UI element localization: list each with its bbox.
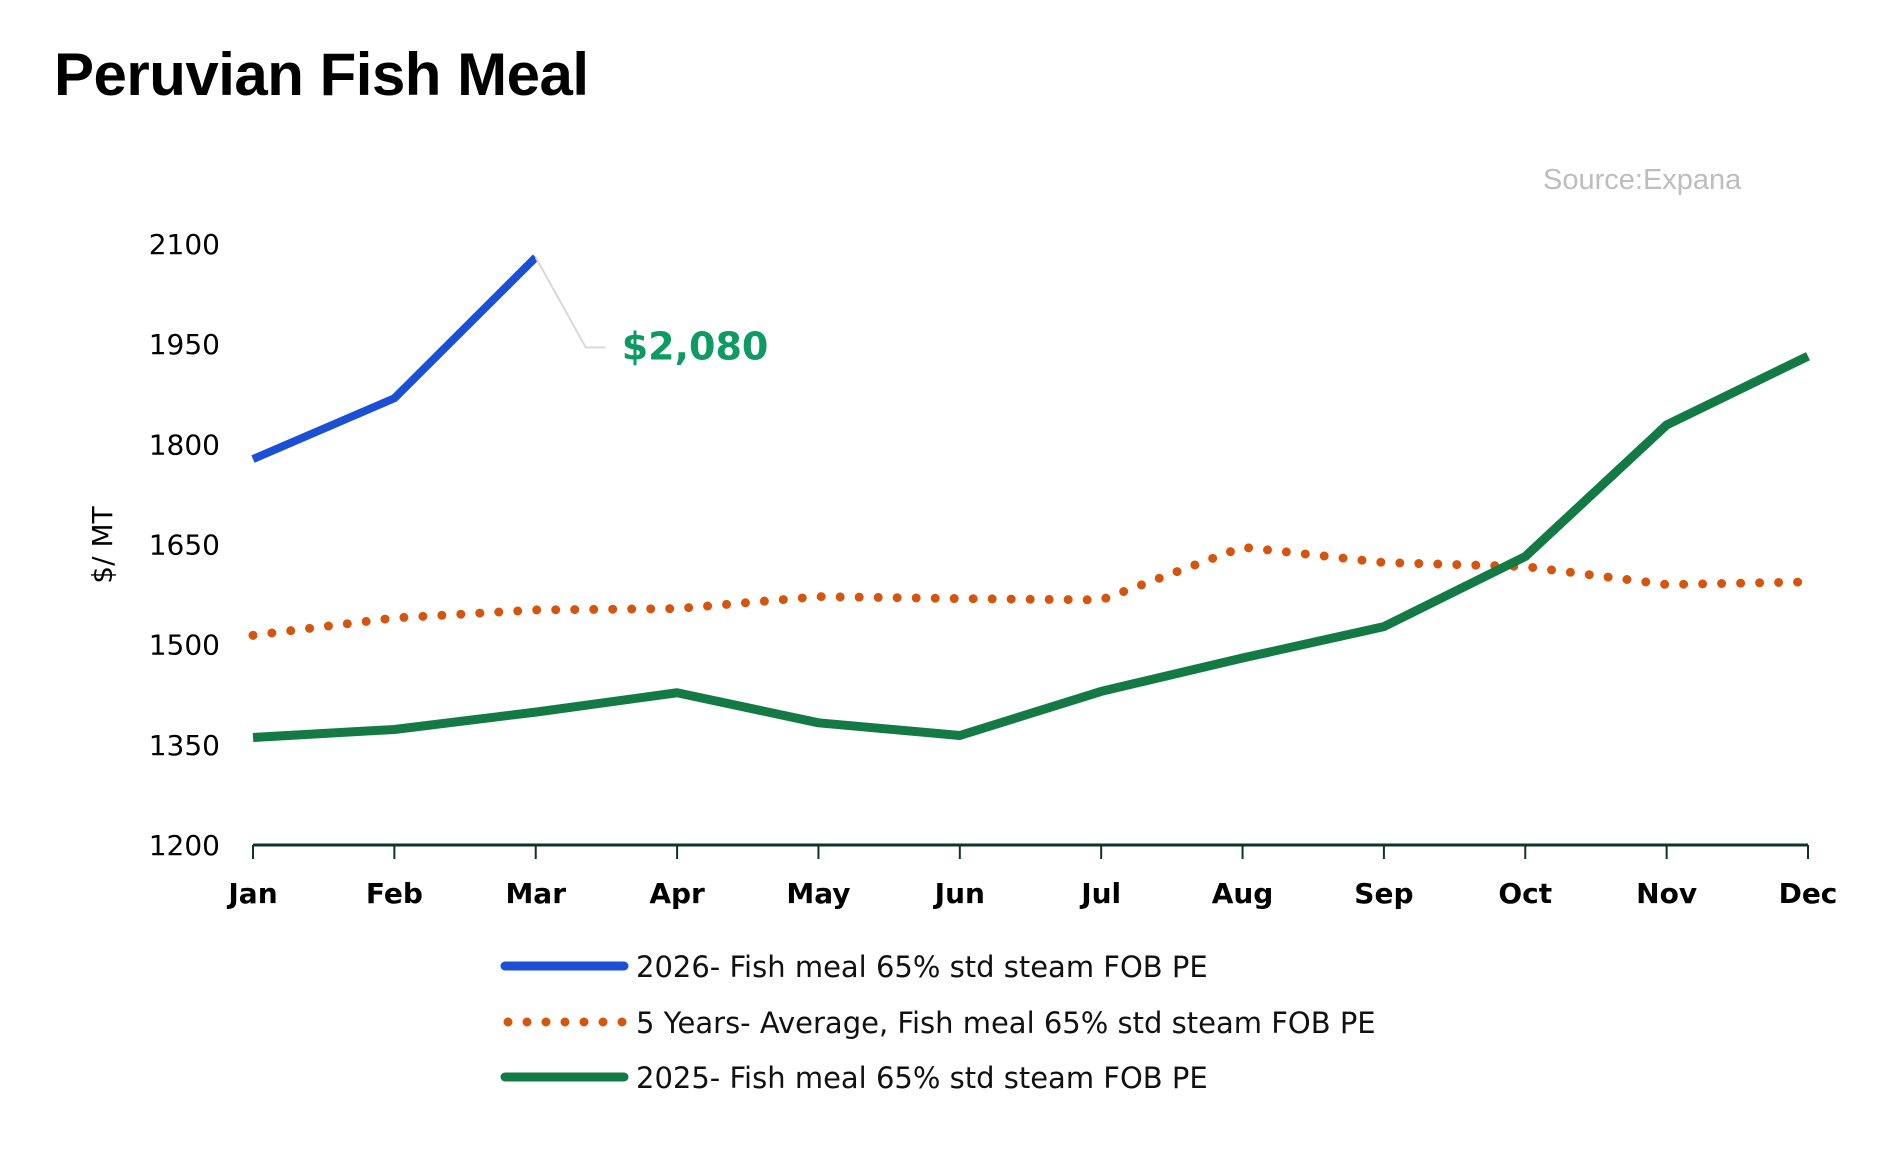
legend-label: 2026- Fish meal 65% std steam FOB PE <box>636 950 1208 984</box>
series-line-2 <box>252 352 1810 742</box>
y-tick-label: 1350 <box>149 729 220 762</box>
x-tick-label: Mar <box>505 877 566 910</box>
legend-label: 2025- Fish meal 65% std steam FOB PE <box>636 1061 1208 1095</box>
y-axis-label: $/ MT <box>86 505 119 583</box>
x-tick-label: Jul <box>1079 877 1121 910</box>
x-tick-label: Feb <box>366 877 423 910</box>
x-tick-label: Jun <box>933 877 985 910</box>
series-line-1 <box>248 542 1813 640</box>
y-tick-label: 2100 <box>149 228 220 261</box>
x-tick-label: Nov <box>1636 877 1697 910</box>
series-line-0 <box>251 254 539 463</box>
y-tick-label: 1650 <box>149 529 220 562</box>
source-label: Source:Expana <box>1543 164 1742 196</box>
y-tick-label: 1200 <box>149 829 220 862</box>
x-tick-label: Aug <box>1212 877 1274 910</box>
x-tick-label: May <box>786 877 850 910</box>
y-tick-label: 1950 <box>149 328 220 361</box>
x-tick-label: Apr <box>649 877 705 910</box>
x-tick-label: Oct <box>1498 877 1552 910</box>
annotation-leader-line <box>534 256 606 349</box>
x-tick-label: Dec <box>1779 877 1838 910</box>
x-tick-label: Jan <box>226 877 277 910</box>
y-tick-label: 1500 <box>149 629 220 662</box>
annotation-label: $2,080 <box>622 324 769 368</box>
legend-label: 5 Years- Average, Fish meal 65% std stea… <box>636 1006 1376 1040</box>
chart-title: Peruvian Fish Meal <box>54 41 589 108</box>
y-tick-label: 1800 <box>149 428 220 461</box>
x-tick-label: Sep <box>1354 877 1413 910</box>
